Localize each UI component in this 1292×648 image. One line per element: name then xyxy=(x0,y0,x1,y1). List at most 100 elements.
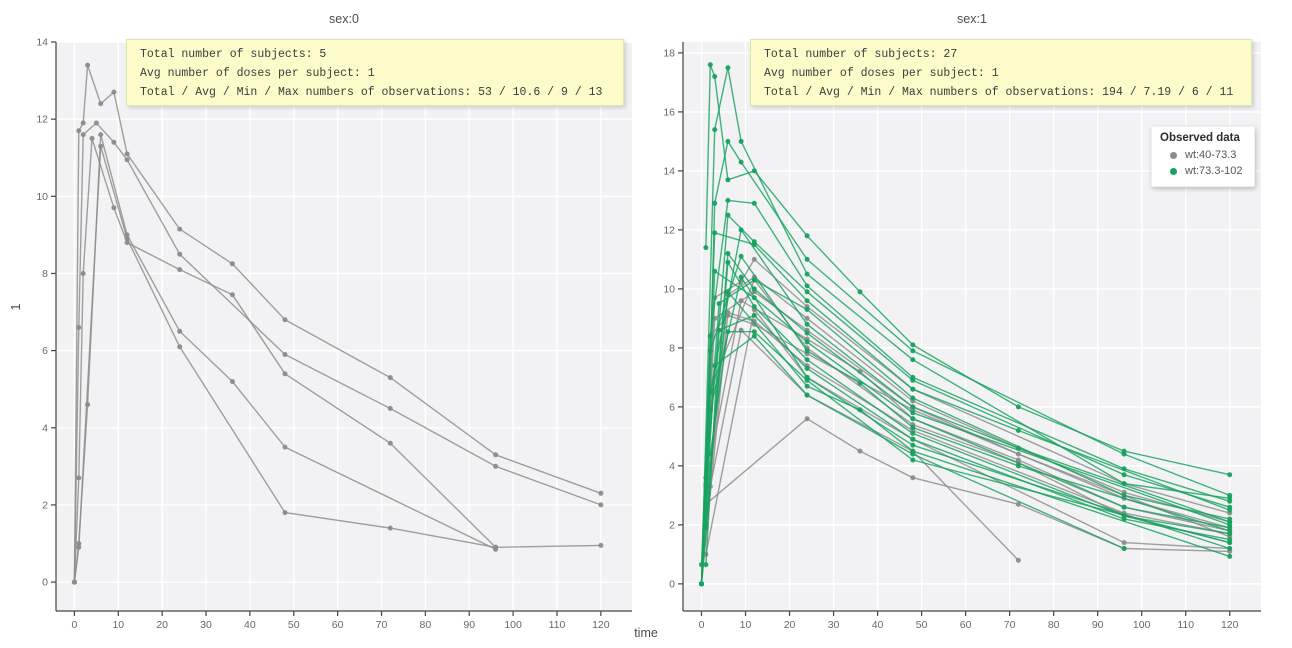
observation-marker xyxy=(707,451,713,457)
observation-marker xyxy=(1227,540,1233,546)
legend-title: Observed data xyxy=(1160,132,1240,144)
observation-marker xyxy=(910,425,916,430)
observation-marker xyxy=(804,321,810,327)
y-tick-label: 12 xyxy=(36,114,48,126)
green-dot-icon xyxy=(1170,167,1177,175)
panel-sex-0[interactable]: 0 10 20 30 40 50 60 70 80 90 100 110 120 0 2 4 6 8 10 12 14 xyxy=(36,37,632,632)
panel-sex-1[interactable]: 0 10 20 30 40 50 60 70 80 90 100 110 120 0 2 4 6 8 10 12 14 1… xyxy=(663,42,1261,631)
observation-marker xyxy=(598,502,604,508)
x-tick-label: 90 xyxy=(463,619,475,631)
x-tick-label: 70 xyxy=(376,619,388,631)
observation-marker xyxy=(1121,546,1127,551)
subject-line xyxy=(705,140,1230,525)
observation-marker xyxy=(111,89,117,95)
observation-marker xyxy=(282,371,288,377)
observation-marker xyxy=(804,348,810,354)
observation-marker xyxy=(80,120,86,126)
y-tick-label: 6 xyxy=(42,345,48,357)
observation-marker xyxy=(229,261,235,267)
x-tick-label: 0 xyxy=(699,619,705,631)
legend-item-wt-73-102[interactable]: wt:73.3-102 xyxy=(1160,163,1246,179)
observation-marker xyxy=(98,143,104,149)
observation-marker xyxy=(493,544,499,550)
subject-trace[interactable] xyxy=(71,143,604,585)
observation-marker xyxy=(80,271,86,276)
subject-trace[interactable] xyxy=(703,289,1233,559)
x-tick-label: 0 xyxy=(72,619,78,631)
observation-marker xyxy=(699,581,704,587)
observation-marker xyxy=(910,457,916,463)
x-tick-label: 100 xyxy=(1133,619,1151,631)
observation-marker xyxy=(751,333,757,339)
subject-line xyxy=(700,258,1230,584)
x-tick-label: 40 xyxy=(872,619,884,631)
x-tick-label: 10 xyxy=(112,619,124,631)
x-tick-label: 90 xyxy=(1092,619,1104,631)
observation-marker xyxy=(89,135,95,141)
observation-marker xyxy=(804,392,810,398)
observation-marker xyxy=(725,197,731,203)
x-tick-label: 50 xyxy=(916,619,928,631)
observation-marker xyxy=(738,159,744,165)
observation-marker xyxy=(804,233,810,239)
subject-trace[interactable] xyxy=(707,329,1233,546)
observation-marker xyxy=(910,436,916,442)
observation-marker xyxy=(1121,540,1127,546)
observation-marker xyxy=(229,379,235,384)
subject-line xyxy=(700,276,1230,584)
subject-trace[interactable] xyxy=(699,227,1233,587)
axes: 0 10 20 30 40 50 60 70 80 90 100 110 120 0 2 4 6 8 10 12 14 1… xyxy=(663,42,1261,631)
x-tick-label: 20 xyxy=(784,619,796,631)
observation-marker xyxy=(1015,428,1021,433)
observation-marker xyxy=(910,386,916,392)
observation-marker xyxy=(124,151,130,157)
observation-marker xyxy=(177,344,183,350)
observation-marker xyxy=(910,451,916,457)
observation-marker xyxy=(493,452,499,458)
observation-marker xyxy=(804,416,810,422)
y-tick-label: 18 xyxy=(663,47,675,59)
legend-item-wt-40-73[interactable]: wt:40-73.3 xyxy=(1160,147,1246,163)
observation-marker xyxy=(124,157,130,163)
observation-marker xyxy=(910,430,916,436)
subject-trace[interactable] xyxy=(71,120,604,585)
y-tick-label: 8 xyxy=(669,342,675,354)
y-tick-label: 12 xyxy=(663,224,675,236)
observation-marker xyxy=(804,271,810,277)
subject-trace[interactable] xyxy=(703,62,1233,478)
subject-trace[interactable] xyxy=(703,277,1233,522)
legend-item-label: wt:40-73.3 xyxy=(1185,149,1237,161)
observation-marker xyxy=(751,286,757,292)
x-tick-label: 60 xyxy=(960,619,972,631)
observation-marker xyxy=(80,132,86,138)
observation-marker xyxy=(93,120,99,126)
y-tick-label: 14 xyxy=(36,37,48,49)
observation-marker xyxy=(716,327,722,333)
observation-marker xyxy=(725,251,731,256)
x-tick-label: 60 xyxy=(332,619,344,631)
y-tick-label: 16 xyxy=(663,106,675,118)
observation-marker xyxy=(725,65,731,71)
panel-title-sex0: sex:0 xyxy=(329,12,359,26)
observation-marker xyxy=(804,289,810,295)
observation-marker xyxy=(804,315,810,321)
observation-marker xyxy=(910,410,916,416)
observation-marker xyxy=(387,375,393,381)
observation-marker xyxy=(598,542,604,548)
stats-annotation-sex1: Total number of subjects: 27 Avg number … xyxy=(750,39,1252,106)
y-tick-label: 4 xyxy=(42,422,48,434)
observation-marker xyxy=(1121,492,1127,498)
observation-marker xyxy=(857,380,863,386)
subject-line xyxy=(705,291,1230,558)
y-tick-label: 4 xyxy=(669,460,675,472)
observation-marker xyxy=(98,101,104,107)
observation-marker xyxy=(1121,451,1127,457)
observation-marker xyxy=(1227,546,1233,551)
observation-marker xyxy=(725,289,731,295)
observation-marker xyxy=(910,395,916,401)
observation-marker xyxy=(857,448,863,454)
observation-marker xyxy=(910,348,916,354)
observation-marker xyxy=(804,383,810,389)
observation-marker xyxy=(738,274,744,280)
